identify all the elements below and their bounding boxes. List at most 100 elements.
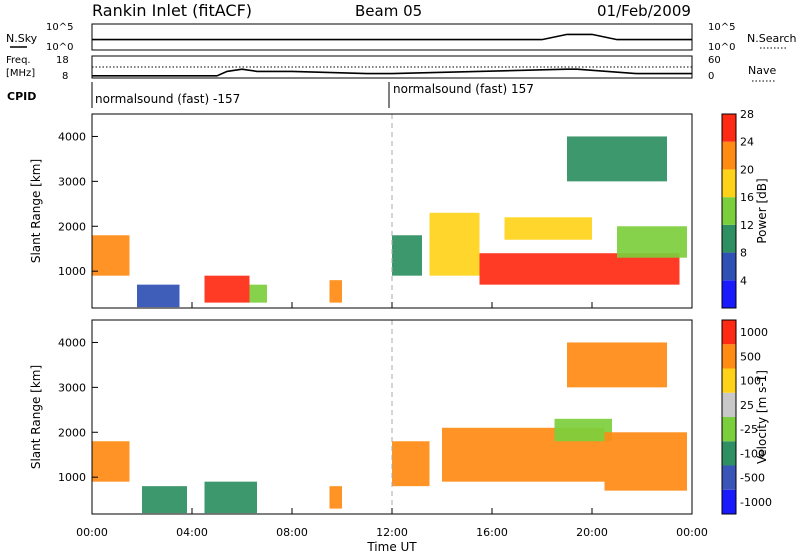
cpid-panel: CPID normalsound (fast) -157 normalsound… (7, 82, 534, 108)
velocity-colorbar-swatch-4 (722, 392, 736, 417)
power-colorbar-swatch-1 (722, 252, 736, 281)
power-patch-7 (479, 253, 680, 285)
velocity-patch-6 (554, 418, 612, 442)
velocity-colorbar-tick-6: -500 (740, 472, 765, 485)
cpid-label: CPID (7, 90, 36, 103)
nsearch-tick-bottom: 10^0 (708, 42, 735, 53)
station-title: Rankin Inlet (fitACF) (92, 1, 252, 20)
beam-title: Beam 05 (355, 2, 422, 20)
freq-panel: Freq. [MHz] 18 8 60 0 Nave (6, 55, 776, 82)
power-panel: 1000 2000 3000 4000 Slant Range [km] 4 8 12 16… (29, 108, 769, 309)
velocity-heatmap (92, 342, 687, 514)
power-y-tick-label-0: 1000 (58, 265, 86, 278)
velocity-colorbar-swatch-2 (722, 441, 736, 466)
velocity-y-label: Slant Range [km] (29, 365, 43, 469)
x-tick-label-6: 00:00 (676, 526, 708, 539)
x-tick-label-4: 16:00 (476, 526, 508, 539)
power-patch-6 (429, 212, 480, 276)
velocity-panel: 1000 2000 3000 4000 Slant Range [km] 1000 50… (29, 319, 772, 515)
x-axis-ticks: 00:00 04:00 08:00 12:00 16:00 20:00 00:00 (76, 302, 708, 539)
freq-series (92, 68, 692, 77)
velocity-y-tick-label-1: 2000 (58, 426, 86, 439)
power-y-label: Slant Range [km] (29, 159, 43, 263)
x-tick-label-1: 04:00 (176, 526, 208, 539)
power-colorbar-tick-0: 4 (740, 274, 747, 287)
power-colorbar-swatch-6 (722, 114, 736, 142)
freq-tick-bottom: 8 (62, 71, 68, 82)
date-title: 01/Feb/2009 (597, 2, 691, 20)
velocity-colorbar-swatch-1 (722, 465, 736, 490)
power-colorbar-swatch-3 (722, 197, 736, 225)
nsky-panel: N.Sky 10^5 10^0 10^5 10^0 N.Search (6, 22, 797, 53)
power-patch-4 (329, 280, 342, 303)
freq-label: Freq. (6, 55, 31, 66)
power-colorbar-swatch-4 (722, 169, 736, 198)
power-y-tick-label-2: 3000 (58, 175, 86, 188)
velocity-y-ticks: 1000 2000 3000 4000 (58, 336, 98, 484)
velocity-colorbar-label: Velocity [m s-1] (755, 370, 769, 464)
nsky-series (92, 33, 692, 41)
cpid-segment-1: normalsound (fast) -157 (95, 92, 240, 106)
power-colorbar-tick-1: 8 (740, 247, 747, 260)
nave-tick-bottom: 0 (708, 71, 714, 82)
velocity-colorbar-tick-0: 1000 (740, 326, 768, 339)
velocity-patch-7 (604, 432, 687, 491)
power-colorbar-tick-3: 16 (740, 191, 754, 204)
freq-tick-top: 18 (56, 55, 69, 66)
power-y-tick-label-3: 4000 (58, 130, 86, 143)
power-patch-0 (92, 235, 130, 276)
power-colorbar-tick-2: 12 (740, 219, 754, 232)
freq-unit: [MHz] (6, 68, 35, 79)
x-tick-label-5: 20:00 (576, 526, 608, 539)
velocity-patch-3 (329, 486, 342, 509)
velocity-colorbar-swatch-6 (722, 344, 736, 369)
x-axis-label: Time UT (366, 540, 417, 554)
velocity-y-tick-label-2: 3000 (58, 381, 86, 394)
velocity-colorbar-tick-1: 500 (740, 350, 761, 363)
power-colorbar-swatch-2 (722, 224, 736, 253)
velocity-patch-1 (142, 486, 187, 514)
power-patch-3 (249, 284, 267, 303)
power-colorbar-frame (721, 113, 737, 309)
nsky-frame (91, 23, 693, 51)
velocity-colorbar-swatch-5 (722, 368, 736, 393)
velocity-colorbar-tick-2: 100 (740, 375, 761, 388)
x-tick-label-3: 12:00 (376, 526, 408, 539)
velocity-y-tick-label-0: 1000 (58, 471, 86, 484)
freq-frame (91, 55, 693, 79)
power-patch-9 (617, 226, 687, 258)
nsearch-tick-top: 10^5 (708, 22, 735, 33)
power-colorbar-label: Power [dB] (755, 178, 769, 243)
velocity-colorbar-tick-7: -1000 (740, 496, 772, 509)
nave-label: Nave (748, 64, 776, 77)
velocity-colorbar: 1000 500 100 25 -25 -100 -500 -1000 (721, 319, 772, 515)
velocity-patch-4 (392, 441, 430, 487)
x-tick-label-2: 08:00 (276, 526, 308, 539)
x-tick-label-0: 00:00 (76, 526, 108, 539)
velocity-colorbar-tick-3: 25 (740, 399, 754, 412)
power-patch-1 (137, 284, 180, 308)
cpid-segment-2: normalsound (fast) 157 (393, 82, 534, 96)
velocity-y-tick-label-3: 4000 (58, 336, 86, 349)
power-colorbar: 4 8 12 16 20 24 28 (721, 108, 754, 309)
power-colorbar-tick-6: 28 (740, 108, 754, 121)
power-patch-2 (204, 275, 250, 303)
nsearch-label: N.Search (747, 32, 797, 45)
nsky-tick-bottom: 10^0 (46, 42, 73, 53)
power-y-tick-label-1: 2000 (58, 220, 86, 233)
power-y-ticks: 1000 2000 3000 4000 (58, 130, 98, 278)
velocity-colorbar-swatch-7 (722, 320, 736, 345)
power-patch-8 (504, 217, 592, 240)
nsky-tick-top: 10^5 (46, 22, 73, 33)
velocity-patch-2 (204, 481, 257, 514)
power-colorbar-swatch-5 (722, 141, 736, 170)
nave-tick-top: 60 (708, 55, 721, 66)
velocity-colorbar-frame (721, 319, 737, 515)
power-colorbar-tick-5: 24 (740, 136, 754, 149)
power-heatmap (92, 136, 687, 308)
nsky-label: N.Sky (6, 32, 38, 45)
velocity-colorbar-swatch-0 (722, 489, 736, 514)
power-colorbar-swatch-0 (722, 280, 736, 308)
power-patch-5 (392, 235, 422, 276)
